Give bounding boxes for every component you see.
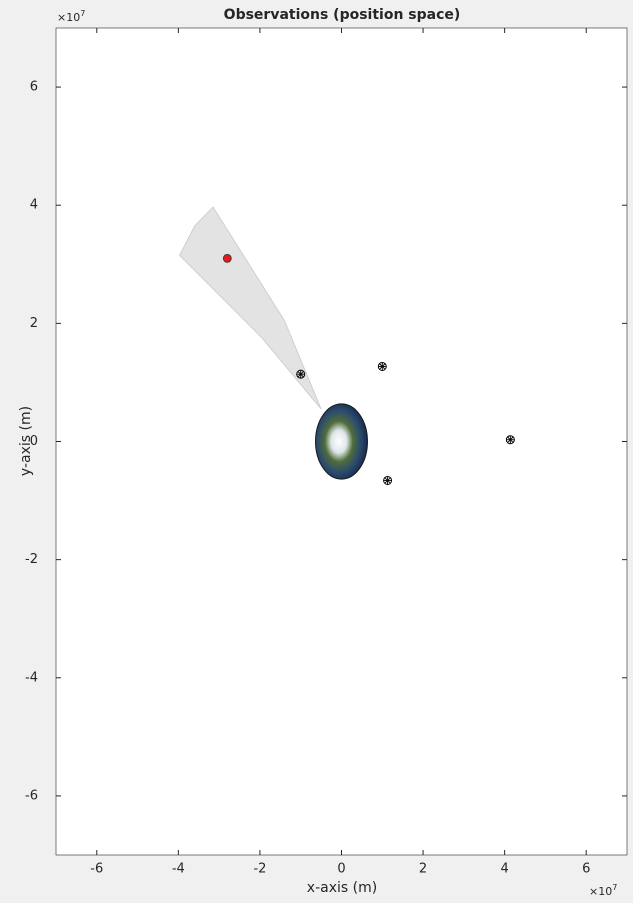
- y-tick-label: 4: [30, 198, 38, 213]
- y-multiplier-exponent: 7: [80, 9, 85, 18]
- y-tick-label: 6: [30, 80, 38, 95]
- series: [223, 254, 231, 262]
- x-tick-label: -4: [172, 862, 185, 877]
- point: [223, 254, 231, 262]
- chart: Observations (position space) x-axis (m)…: [0, 0, 633, 903]
- earth: [316, 404, 368, 479]
- y-tick-label: -2: [25, 552, 38, 567]
- point: [384, 476, 392, 484]
- point: [297, 370, 305, 378]
- x-tick-label: 0: [337, 862, 345, 877]
- point: [378, 362, 386, 370]
- y-tick-label: 0: [30, 434, 38, 449]
- x-tick-label: 4: [501, 862, 509, 877]
- x-axis-label: x-axis (m): [307, 880, 377, 896]
- x-multiplier-exponent: 7: [612, 883, 617, 892]
- y-multiplier-base: ×10: [57, 11, 80, 24]
- y-tick-label: 2: [30, 316, 38, 331]
- x-tick-label: 2: [419, 862, 427, 877]
- x-tick-label: -6: [90, 862, 103, 877]
- x-multiplier: ×107: [589, 883, 617, 899]
- y-tick-label: -6: [25, 788, 38, 803]
- x-tick-label: -2: [253, 862, 266, 877]
- x-multiplier-base: ×10: [589, 885, 612, 898]
- chart-title: Observations (position space): [224, 7, 461, 23]
- x-tick-label: 6: [582, 862, 590, 877]
- y-tick-label: -4: [25, 670, 38, 685]
- point: [506, 436, 514, 444]
- y-multiplier: ×107: [57, 9, 85, 25]
